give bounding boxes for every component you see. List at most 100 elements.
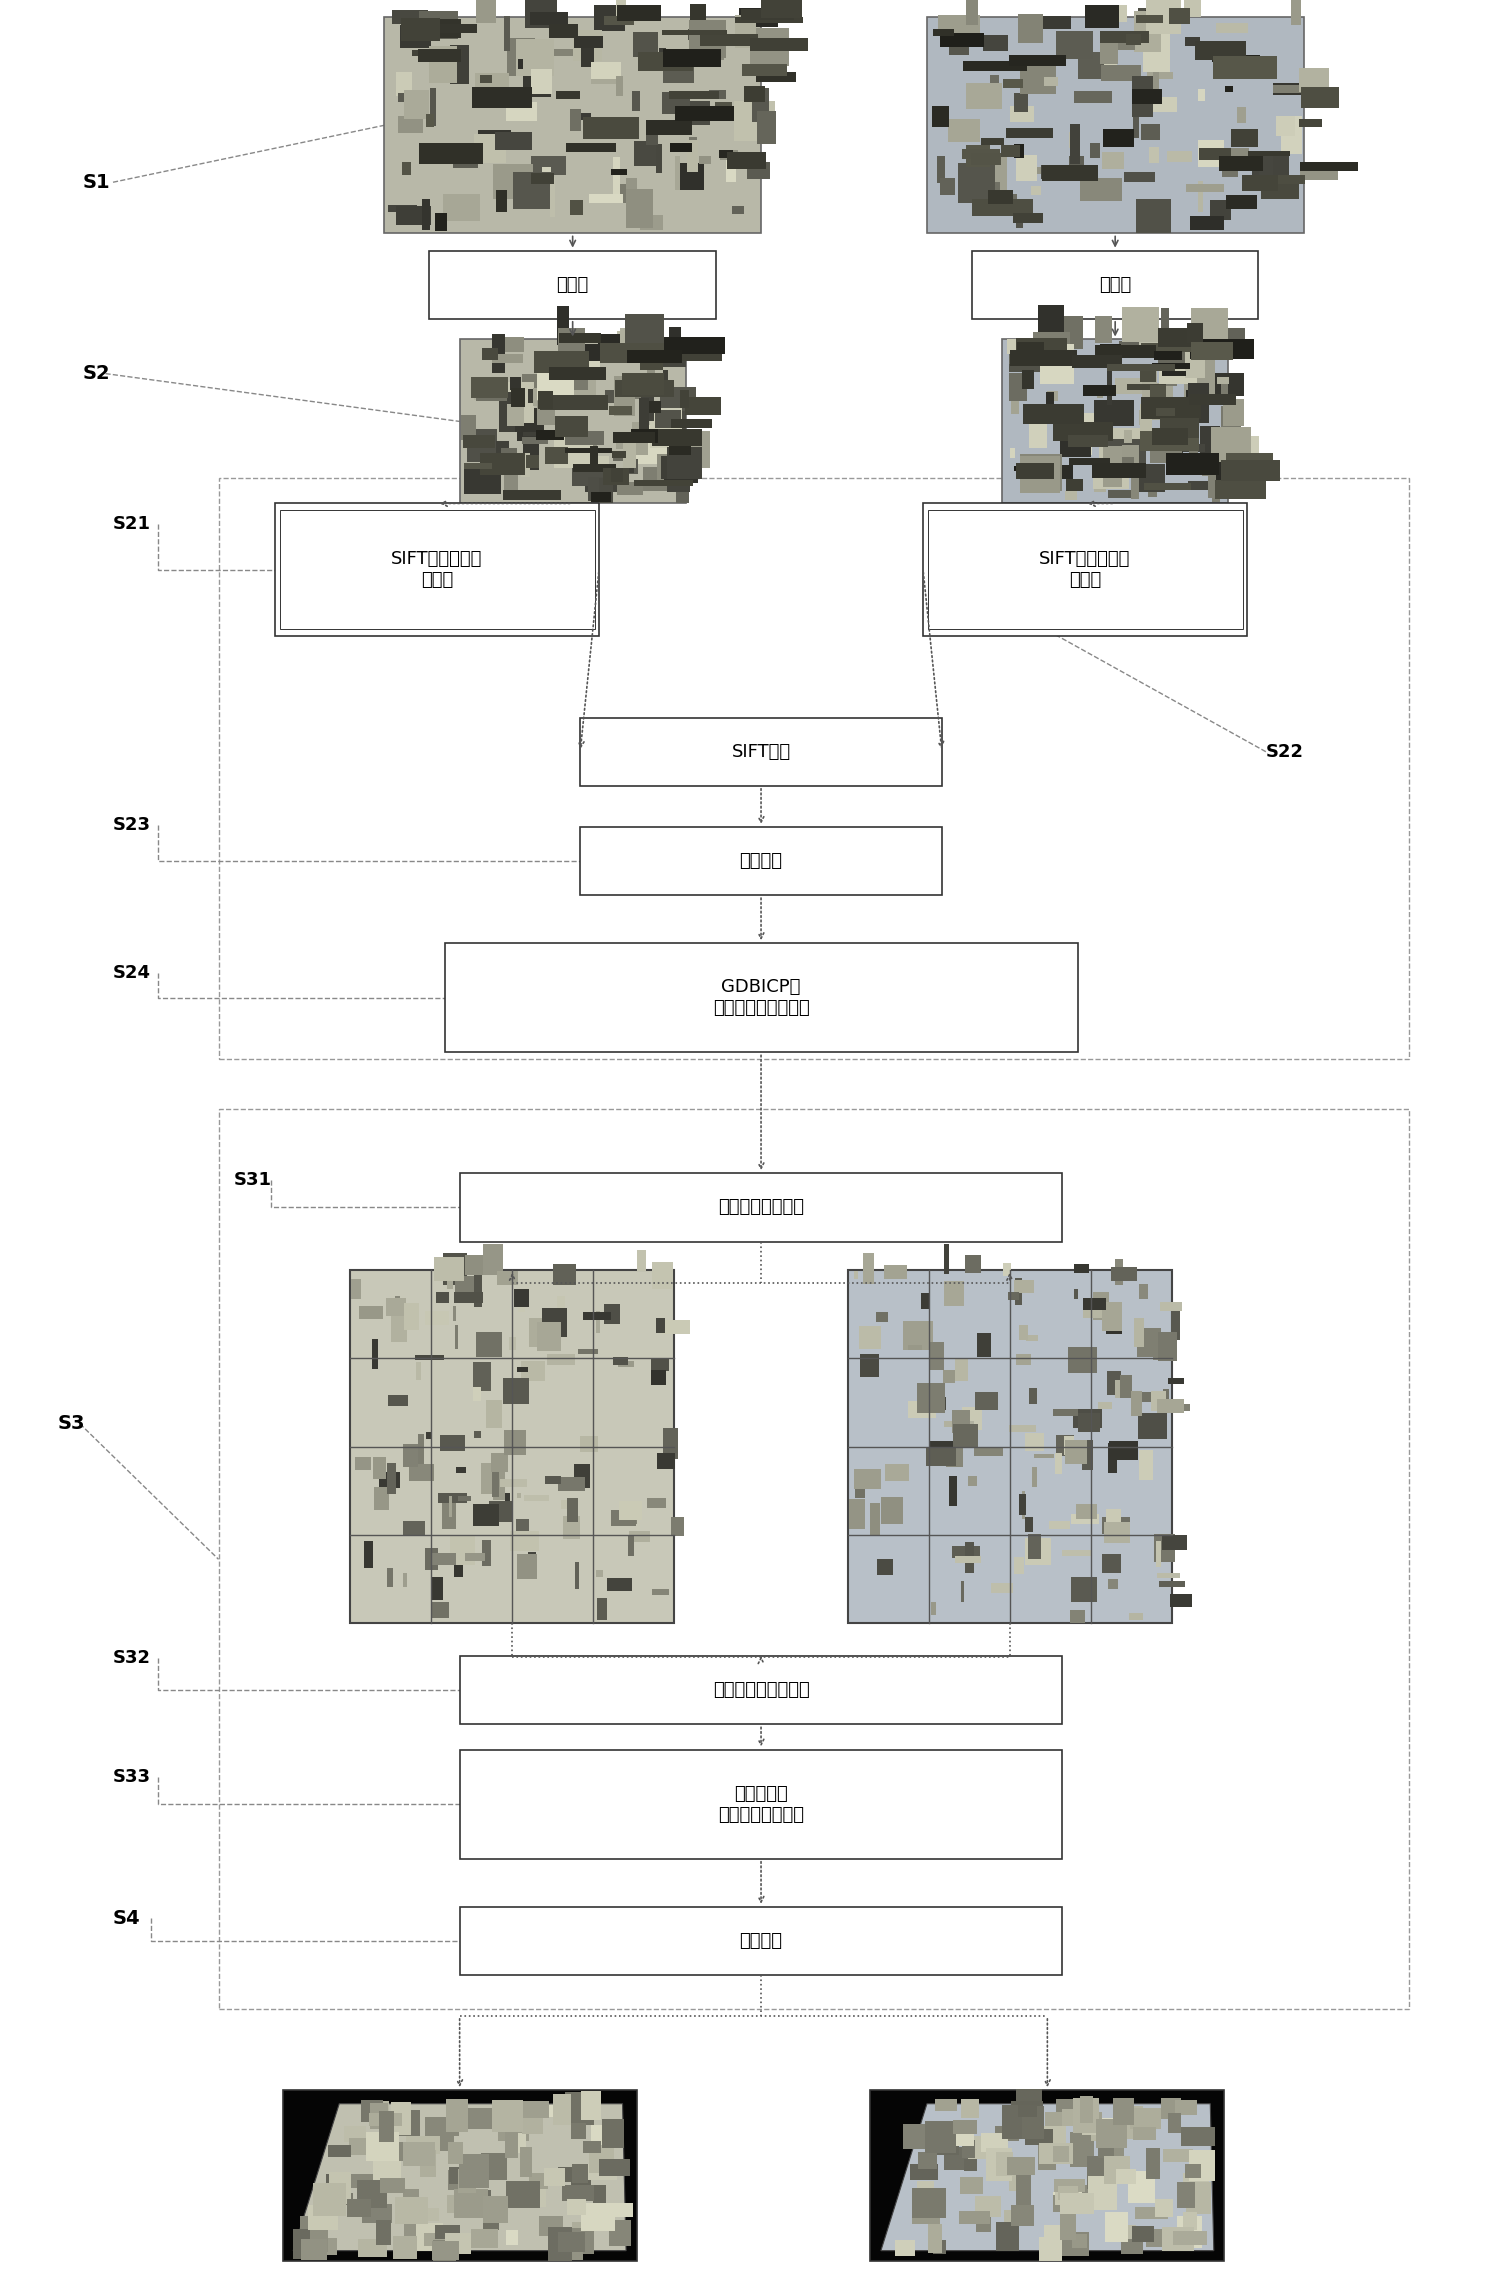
- Bar: [680, 390, 689, 408]
- Bar: [398, 116, 423, 132]
- Bar: [1177, 2182, 1195, 2207]
- Bar: [481, 1462, 494, 1494]
- Bar: [1108, 1579, 1118, 1588]
- Bar: [996, 2221, 1019, 2251]
- Bar: [1138, 7, 1154, 41]
- Bar: [541, 394, 607, 410]
- Bar: [609, 405, 631, 415]
- Bar: [1047, 392, 1058, 401]
- Bar: [405, 2137, 440, 2155]
- Bar: [523, 435, 540, 469]
- Bar: [429, 251, 716, 319]
- Bar: [473, 1387, 481, 1401]
- Bar: [955, 1556, 981, 1563]
- Bar: [310, 2228, 329, 2253]
- Bar: [1126, 34, 1141, 46]
- Bar: [472, 87, 532, 107]
- Bar: [1053, 2194, 1078, 2212]
- Bar: [639, 399, 648, 437]
- Bar: [274, 503, 598, 636]
- Bar: [541, 166, 550, 185]
- Bar: [1022, 371, 1034, 390]
- Text: S1: S1: [83, 173, 110, 191]
- Bar: [734, 100, 775, 141]
- Bar: [1053, 421, 1114, 442]
- Bar: [1133, 2128, 1156, 2139]
- Bar: [496, 132, 532, 150]
- Bar: [933, 30, 954, 36]
- Bar: [885, 1465, 909, 1481]
- Bar: [627, 178, 637, 216]
- Text: S3: S3: [57, 1415, 84, 1433]
- Bar: [1038, 2144, 1073, 2164]
- Bar: [1216, 462, 1243, 485]
- Bar: [1175, 2100, 1197, 2114]
- Bar: [393, 2237, 417, 2260]
- Bar: [1142, 34, 1169, 73]
- Bar: [1153, 362, 1189, 369]
- Bar: [543, 1308, 567, 1337]
- Bar: [1073, 1410, 1102, 1428]
- Bar: [1070, 1611, 1085, 1622]
- Bar: [1091, 2125, 1121, 2141]
- Bar: [967, 1476, 977, 1485]
- Bar: [458, 2169, 476, 2194]
- Bar: [503, 460, 518, 490]
- Bar: [475, 394, 512, 401]
- Bar: [663, 371, 668, 410]
- Bar: [918, 2153, 936, 2169]
- Bar: [1099, 1403, 1112, 1408]
- Bar: [294, 2228, 315, 2260]
- Bar: [1123, 444, 1139, 469]
- Bar: [414, 1355, 443, 1360]
- Bar: [425, 2116, 455, 2150]
- Bar: [1017, 342, 1044, 358]
- Bar: [1084, 1305, 1111, 1317]
- Bar: [930, 1442, 954, 1460]
- Bar: [903, 1321, 933, 1351]
- Bar: [374, 2160, 401, 2182]
- Bar: [558, 1296, 565, 1312]
- Bar: [618, 1362, 634, 1367]
- Bar: [454, 1565, 463, 1576]
- Bar: [549, 2228, 571, 2262]
- Bar: [1011, 2205, 1034, 2226]
- Bar: [1079, 1412, 1100, 1433]
- Bar: [668, 446, 702, 478]
- Bar: [404, 89, 428, 118]
- Bar: [1064, 412, 1106, 437]
- Polygon shape: [882, 2105, 1213, 2251]
- Bar: [1010, 1426, 1035, 1433]
- Bar: [651, 1369, 666, 1385]
- Bar: [1055, 1453, 1062, 1474]
- Bar: [949, 2123, 975, 2146]
- Bar: [556, 417, 588, 437]
- Bar: [573, 467, 612, 485]
- Bar: [1078, 1351, 1084, 1358]
- Bar: [960, 2098, 978, 2119]
- Bar: [567, 2198, 586, 2214]
- Bar: [515, 1519, 529, 1540]
- Bar: [1016, 155, 1037, 180]
- Bar: [633, 421, 648, 456]
- Bar: [1115, 1380, 1132, 1399]
- Bar: [1008, 1292, 1019, 1301]
- Bar: [1056, 2098, 1081, 2112]
- Bar: [943, 1369, 955, 1383]
- Bar: [604, 353, 642, 360]
- Bar: [1097, 178, 1103, 196]
- Bar: [628, 1535, 634, 1556]
- Bar: [536, 401, 556, 426]
- Bar: [300, 2216, 322, 2235]
- Bar: [1102, 153, 1124, 169]
- Bar: [1139, 403, 1153, 444]
- Bar: [1186, 390, 1204, 405]
- Bar: [393, 2112, 414, 2128]
- Text: S2: S2: [83, 364, 110, 383]
- Bar: [1221, 460, 1281, 481]
- Bar: [1135, 1317, 1144, 1349]
- Bar: [1102, 1554, 1121, 1574]
- Bar: [1183, 2173, 1209, 2191]
- Bar: [1117, 2169, 1136, 2185]
- Bar: [313, 2182, 347, 2216]
